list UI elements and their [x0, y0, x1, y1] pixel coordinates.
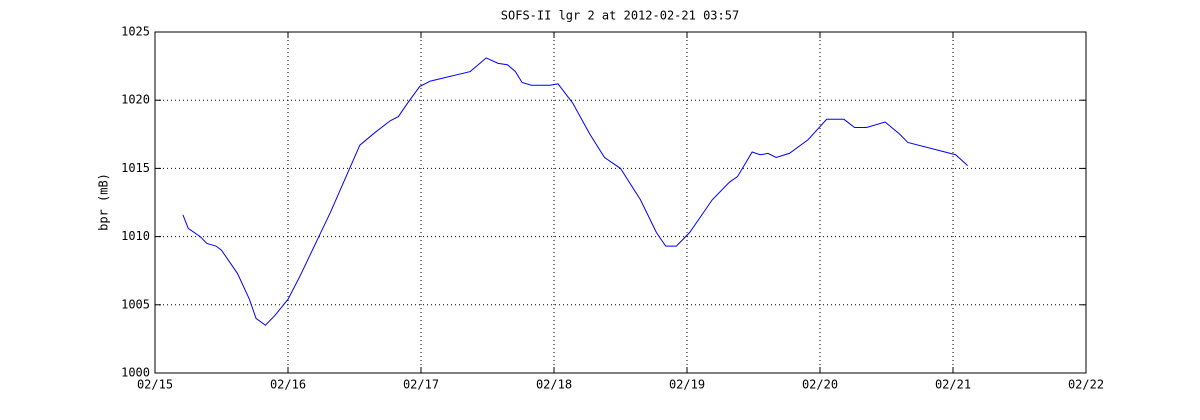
- x-tick-label: 02/15: [137, 378, 173, 392]
- x-tick-label: 02/21: [935, 378, 971, 392]
- y-tick-label: 1015: [121, 161, 150, 175]
- x-tick-label: 02/22: [1068, 378, 1104, 392]
- y-tick-label: 1020: [121, 93, 150, 107]
- y-tick-label: 1000: [121, 366, 150, 380]
- x-tick-label: 02/20: [802, 378, 838, 392]
- data-line: [182, 57, 968, 326]
- y-tick-label: 1005: [121, 297, 150, 311]
- y-tick-label: 1010: [121, 229, 150, 243]
- plot-area: [155, 32, 1086, 373]
- x-tick-label: 02/18: [536, 378, 572, 392]
- y-axis-label: bpr (mB): [97, 173, 111, 231]
- x-tick-label: 02/16: [270, 378, 306, 392]
- plot-frame: [154, 31, 1087, 374]
- chart-title: SOFS-II lgr 2 at 2012-02-21 03:57: [501, 9, 739, 23]
- y-tick-label: 1025: [121, 25, 150, 39]
- x-tick-label: 02/17: [403, 378, 439, 392]
- x-tick-label: 02/19: [669, 378, 705, 392]
